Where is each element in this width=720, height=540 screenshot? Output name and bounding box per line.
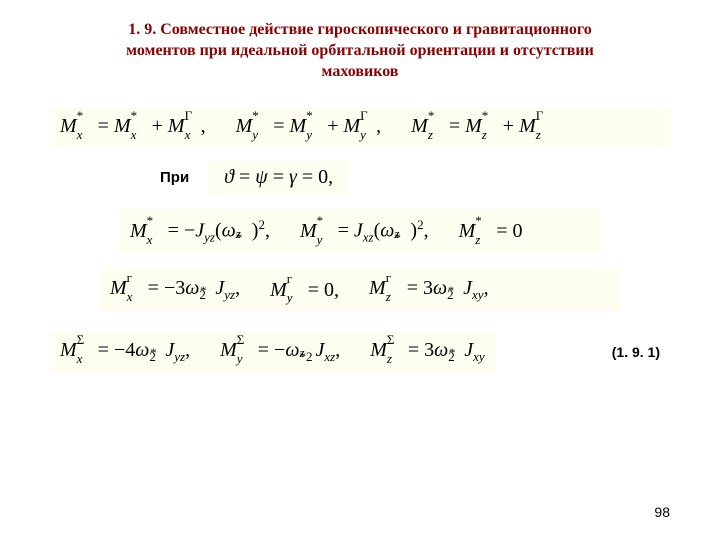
equation-row-4: MΣx = −4ω2*Jyz, MΣy = −ω*2zJxz, MΣz = 3ω… — [50, 331, 495, 373]
condition-eq: ϑ = ψ = γ = 0, — [209, 161, 348, 194]
equation-row-2: M*x = −Jyz(ω*z)2, M*y = Jxz(ω*z)2, M*z =… — [120, 209, 600, 254]
section-title: 1. 9. Совместное действие гироскопическо… — [0, 0, 720, 92]
equation-row-3: Mгx = −3ω2*Jyz, Mгy = 0, Mгz = 3ω2*Jxy, — [100, 269, 620, 311]
equation-row-1: M*x = M*x + MГx, M*y = M*y + MГy, M*z = … — [50, 107, 670, 146]
page-number: 98 — [654, 504, 670, 520]
equation-number: (1. 9. 1) — [612, 344, 670, 360]
equation-row-4-wrap: MΣx = −4ω2*Jyz, MΣy = −ω*2zJxz, MΣz = 3ω… — [50, 331, 670, 373]
pri-label: При — [160, 169, 189, 186]
condition-row: При ϑ = ψ = γ = 0, — [160, 161, 720, 194]
